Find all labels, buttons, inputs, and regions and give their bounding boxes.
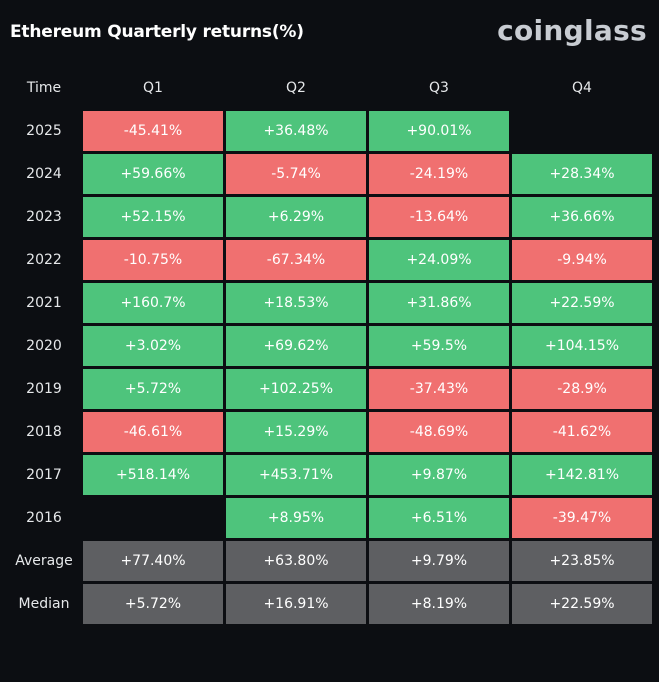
return-cell: -9.94% [512,240,652,280]
return-cell: -41.62% [512,412,652,452]
return-cell: +9.87% [369,455,509,495]
return-cell: +102.25% [226,369,366,409]
brand-logo: coinglass [497,14,647,47]
return-cell: +5.72% [83,369,223,409]
return-cell: -39.47% [512,498,652,538]
return-cell: -28.9% [512,369,652,409]
row-label: 2024 [26,166,62,182]
return-cell: +518.14% [83,455,223,495]
return-cell: +6.29% [226,197,366,237]
return-cell: +18.53% [226,283,366,323]
return-cell: +6.51% [369,498,509,538]
stat-cell: +16.91% [226,584,366,624]
return-cell: +90.01% [369,111,509,151]
return-cell: +22.59% [512,283,652,323]
column-header-q1: Q1 [143,80,163,96]
row-label: 2017 [26,467,62,483]
return-cell: +69.62% [226,326,366,366]
return-cell: -67.34% [226,240,366,280]
return-cell: -24.19% [369,154,509,194]
stat-cell: +8.19% [369,584,509,624]
row-label: 2016 [26,510,62,526]
return-cell: +36.48% [226,111,366,151]
row-label: 2021 [26,295,62,311]
return-cell: +104.15% [512,326,652,366]
stat-cell: +5.72% [83,584,223,624]
row-label: Average [15,553,73,569]
return-cell: +15.29% [226,412,366,452]
return-cell [512,111,652,151]
return-cell: +59.66% [83,154,223,194]
row-label: Median [18,596,70,612]
row-label: 2020 [26,338,62,354]
return-cell: +142.81% [512,455,652,495]
returns-table: Time Q1 Q2 Q3 Q4 2025 -45.41% +36.48% +90.01% 202… [8,68,652,624]
return-cell: +3.02% [83,326,223,366]
row-label: 2025 [26,123,62,139]
column-header-q3: Q3 [429,80,449,96]
stat-cell: +9.79% [369,541,509,581]
column-header-q4: Q4 [572,80,592,96]
return-cell: -37.43% [369,369,509,409]
return-cell: +160.7% [83,283,223,323]
return-cell: +59.5% [369,326,509,366]
row-label: 2023 [26,209,62,225]
return-cell: -13.64% [369,197,509,237]
return-cell: +8.95% [226,498,366,538]
stat-cell: +22.59% [512,584,652,624]
stat-cell: +63.80% [226,541,366,581]
return-cell: +36.66% [512,197,652,237]
row-label: 2022 [26,252,62,268]
stat-cell: +23.85% [512,541,652,581]
return-cell: +24.09% [369,240,509,280]
return-cell [83,498,223,538]
column-header-time: Time [26,80,62,96]
return-cell: -48.69% [369,412,509,452]
return-cell: +453.71% [226,455,366,495]
stat-cell: +77.40% [83,541,223,581]
return-cell: -46.61% [83,412,223,452]
column-header-q2: Q2 [286,80,306,96]
row-label: 2018 [26,424,62,440]
return-cell: -10.75% [83,240,223,280]
chart-title: Ethereum Quarterly returns(%) [10,22,304,42]
return-cell: +31.86% [369,283,509,323]
row-label: 2019 [26,381,62,397]
return-cell: -5.74% [226,154,366,194]
return-cell: +52.15% [83,197,223,237]
return-cell: -45.41% [83,111,223,151]
return-cell: +28.34% [512,154,652,194]
